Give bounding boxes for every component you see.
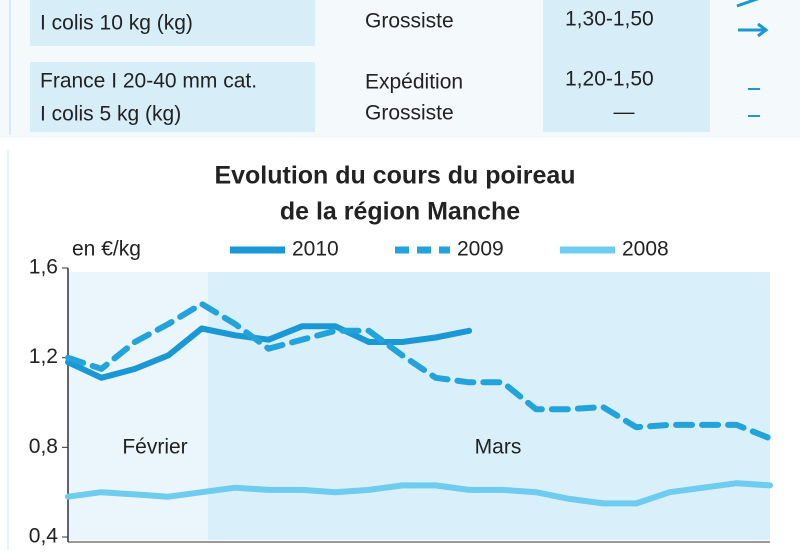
legend-label: 2010 <box>292 238 339 261</box>
table-cell: I colis 5 kg (kg) <box>40 103 181 126</box>
y-tick-label: 1,6 <box>29 256 58 279</box>
table-cell: — <box>614 101 635 124</box>
line-series <box>65 300 773 442</box>
month-region <box>208 272 770 540</box>
row-band <box>30 62 315 132</box>
line-series <box>65 480 773 507</box>
table-cell: 1,30-1,50 <box>565 8 654 31</box>
table-cell: France I 20-40 mm cat. <box>40 70 257 93</box>
row-band <box>30 0 315 46</box>
legend-label: 2008 <box>622 238 669 261</box>
line-series <box>65 323 473 381</box>
y-tick-label: 0,8 <box>29 435 58 458</box>
price-band <box>543 0 710 132</box>
trend-flat <box>748 88 760 117</box>
table-cell: 1,20-1,50 <box>565 68 654 91</box>
y-tick-label: 1,2 <box>29 345 58 368</box>
annotation: Mars <box>475 436 522 459</box>
y-tick-label: 0,4 <box>29 525 59 548</box>
trend-arrow <box>736 0 769 38</box>
table-cell: Grossiste <box>365 102 454 125</box>
legend-label: 2009 <box>457 238 504 261</box>
table-cell: Expédition <box>365 71 463 94</box>
y-axis-label: en €/kg <box>72 238 141 261</box>
chart-title: Evolution du cours du poireau <box>214 162 575 190</box>
table-cell: I colis 10 kg (kg) <box>40 12 193 35</box>
table-cell: Grossiste <box>365 10 454 33</box>
chart-title: de la région Manche <box>280 198 520 226</box>
annotation: Février <box>122 436 187 459</box>
